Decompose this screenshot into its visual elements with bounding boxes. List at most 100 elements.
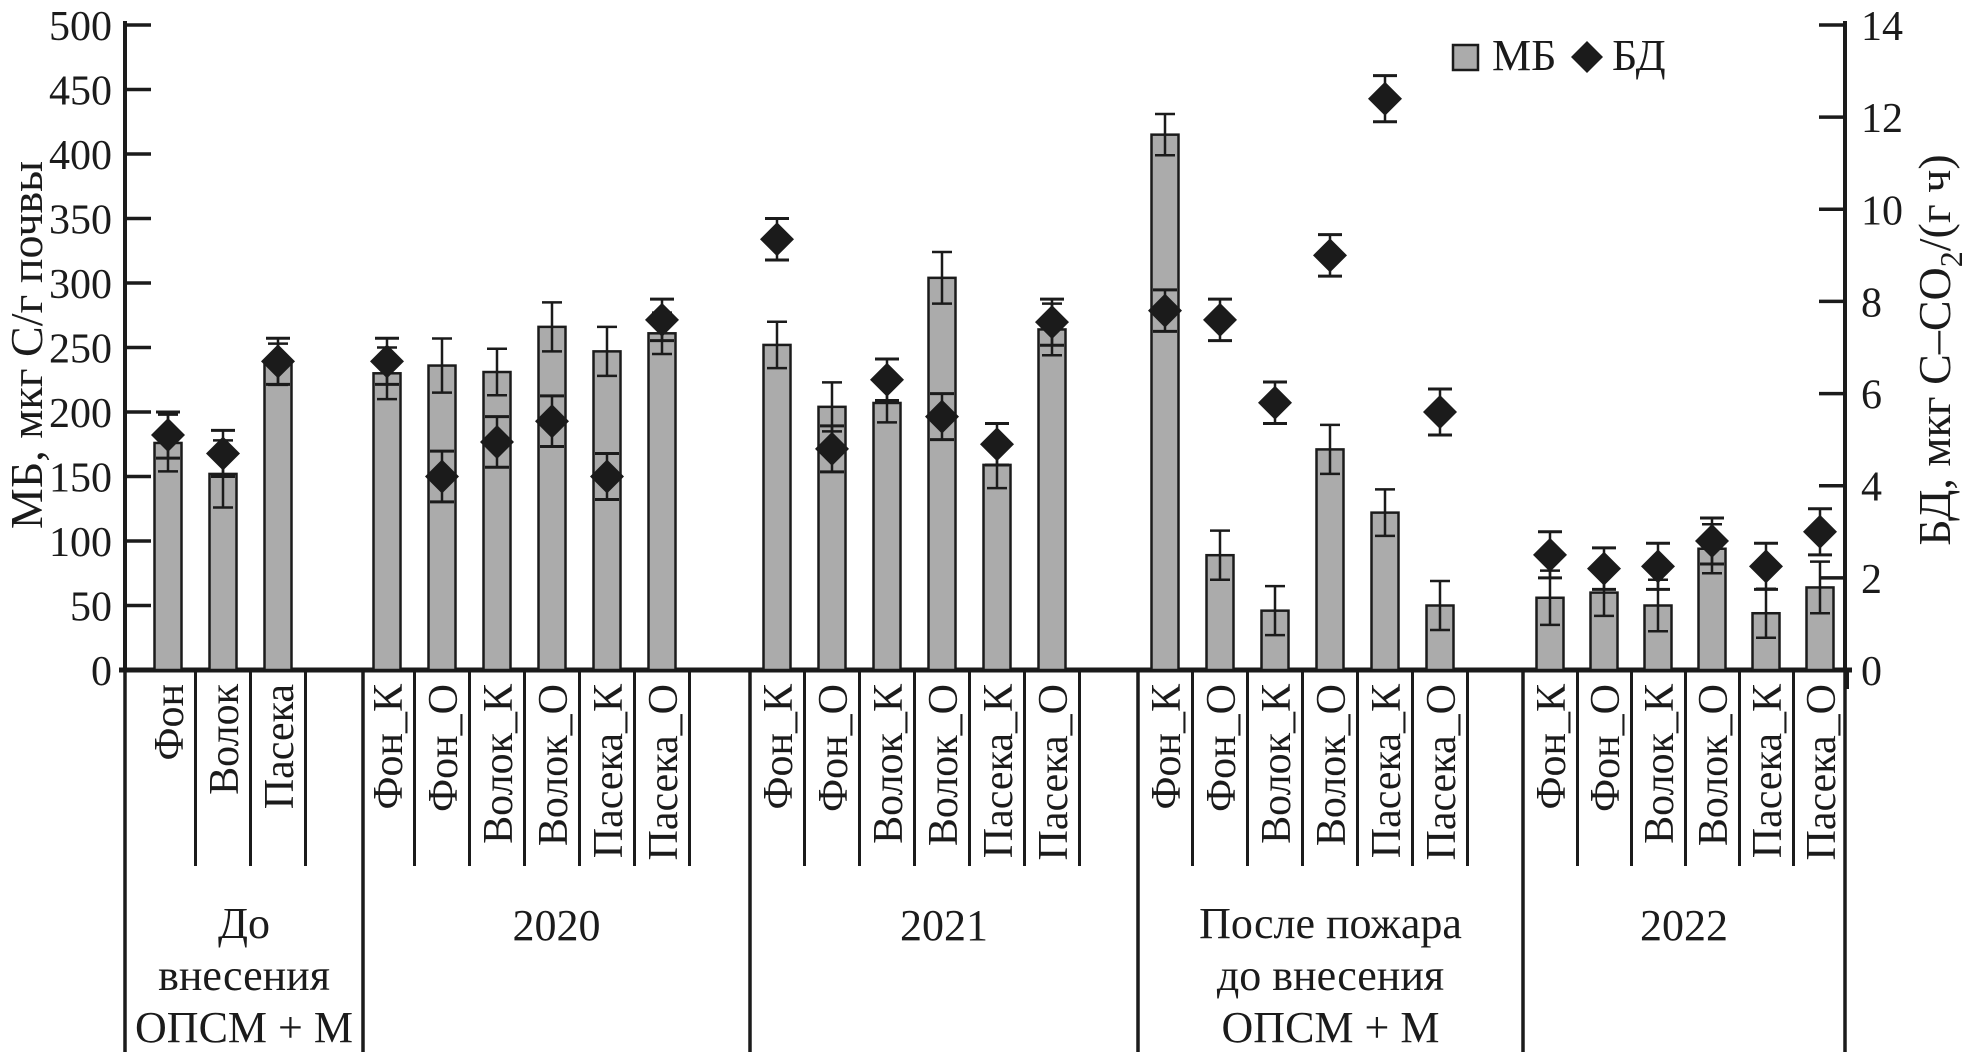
group-label: До [218, 899, 270, 948]
bd-diamond-marker [1423, 395, 1457, 429]
mb-bar [762, 343, 792, 672]
bd-diamond-marker [1035, 305, 1069, 340]
bd-diamond-marker [1803, 514, 1837, 549]
right-axis-tick-label: 0 [1861, 649, 1882, 695]
mb-bar [537, 325, 567, 672]
group-label: 2020 [513, 901, 601, 950]
left-axis-tick-label: 350 [49, 198, 112, 244]
category-label: Волок_К [1254, 683, 1300, 844]
category-label: Пасека_К [976, 683, 1022, 858]
right-axis-title-main: БД, мкг С–CO [1909, 267, 1960, 545]
left-axis-tick-label: 250 [49, 327, 112, 373]
axes-layer: 5004504003503002502001501005001412108642… [49, 4, 1903, 1052]
category-label: Пасека_О [1799, 684, 1845, 861]
mb-bar [1315, 448, 1345, 672]
right-axis-tick-label: 12 [1861, 96, 1903, 142]
group-label: 2021 [900, 901, 988, 950]
right-axis-tick-label: 14 [1861, 4, 1903, 50]
left-axis-tick-label: 0 [91, 649, 112, 695]
group-label: до внесения [1217, 951, 1444, 1000]
bd-diamond-marker [1203, 302, 1237, 337]
category-label: Фон_К [366, 683, 412, 810]
mb-bar [982, 463, 1012, 672]
left-axis-tick-label: 50 [70, 585, 112, 631]
mb-bar [1037, 328, 1067, 672]
category-label: Пасека_О [641, 684, 687, 861]
bd-diamond-marker [261, 344, 295, 379]
bd-diamond-swatch-icon [1571, 41, 1603, 73]
bd-diamond-marker [1587, 551, 1621, 586]
bd-diamond-marker [425, 459, 459, 494]
mb-bar [153, 441, 183, 672]
category-label-layer: Фон Волок Пасека Фон_К Фон_О Волок_К Волок_О Па… [147, 670, 1845, 866]
left-axis-tick-label: 400 [49, 133, 112, 179]
bd-diamond-marker [1148, 293, 1182, 328]
left-axis-tick-label: 450 [49, 69, 112, 115]
category-label: Фон_О [1583, 684, 1629, 812]
group-label: внесения [158, 951, 330, 1000]
mb-bar [1150, 133, 1180, 672]
left-axis-tick-label: 500 [49, 4, 112, 50]
category-label: Волок_О [531, 684, 577, 846]
category-label: Волок_О [1691, 684, 1737, 846]
mb-bar [427, 364, 457, 672]
category-label: Волок_К [1637, 683, 1683, 844]
right-axis-tick-label: 6 [1861, 373, 1882, 419]
right-axis-tick-label: 10 [1861, 188, 1903, 234]
right-axis-title-subscript: 2 [1933, 251, 1969, 267]
group-label: ОПСМ + М [1222, 1003, 1440, 1052]
right-axis-tick-label: 4 [1861, 465, 1882, 511]
category-label: Фон_О [1199, 684, 1245, 812]
category-label: Волок_К [866, 683, 912, 844]
bd-diamond-marker [925, 399, 959, 434]
right-axis-title-units: /(г ч) [1909, 154, 1960, 251]
category-label: Фон [147, 684, 193, 761]
category-label: Пасека [257, 684, 303, 810]
mb-bar [1370, 511, 1400, 672]
bd-diamond-marker [1749, 549, 1783, 584]
bd-diamond-marker [480, 424, 514, 459]
bd-diamond-marker [870, 362, 904, 397]
category-label: Пасека_К [1364, 683, 1410, 858]
bd-diamond-marker [980, 427, 1014, 462]
mb-bar [372, 372, 402, 672]
category-label: Пасека_О [1031, 684, 1077, 861]
group-label: После пожара [1199, 899, 1462, 948]
category-label: Волок_К [476, 683, 522, 844]
mb-bar [592, 350, 622, 672]
category-label: Волок [202, 683, 248, 794]
mb-bar [647, 332, 677, 672]
bd-diamond-marker [1533, 537, 1567, 572]
mb-bar [263, 363, 293, 672]
bd-diamond-marker [206, 436, 240, 471]
left-axis-title: МБ, мкг С/г почвы [1, 161, 52, 529]
mb-bar [872, 401, 902, 672]
bd-diamond-marker [1641, 549, 1675, 584]
category-label: Волок_О [921, 684, 967, 846]
category-label: Фон_О [811, 684, 857, 812]
right-axis-tick-label: 8 [1861, 280, 1882, 326]
category-label: Пасека_К [586, 683, 632, 858]
bd-diamond-marker [535, 404, 569, 439]
legend: МБ БД [1451, 31, 1666, 80]
category-label: Фон_К [756, 683, 802, 810]
bd-diamond-marker [645, 302, 679, 337]
category-label: Фон_К [1529, 683, 1575, 810]
bd-diamond-marker [1368, 81, 1402, 116]
category-label: Фон_К [1144, 683, 1190, 810]
group-label: 2022 [1640, 901, 1728, 950]
left-axis-tick-label: 100 [49, 520, 112, 566]
left-axis-tick-label: 150 [49, 456, 112, 502]
left-axis-tick-label: 300 [49, 262, 112, 308]
bd-diamond-marker [1695, 524, 1729, 558]
group-label: ОПСМ + М [135, 1003, 353, 1052]
mb-bar-swatch-icon [1451, 43, 1480, 72]
right-axis-tick-label: 2 [1861, 557, 1882, 603]
bd-diamond-marker [151, 418, 185, 453]
mb-bar [927, 276, 957, 672]
category-label: Пасека_К [1745, 683, 1791, 858]
bd-diamond-marker [1313, 238, 1347, 273]
